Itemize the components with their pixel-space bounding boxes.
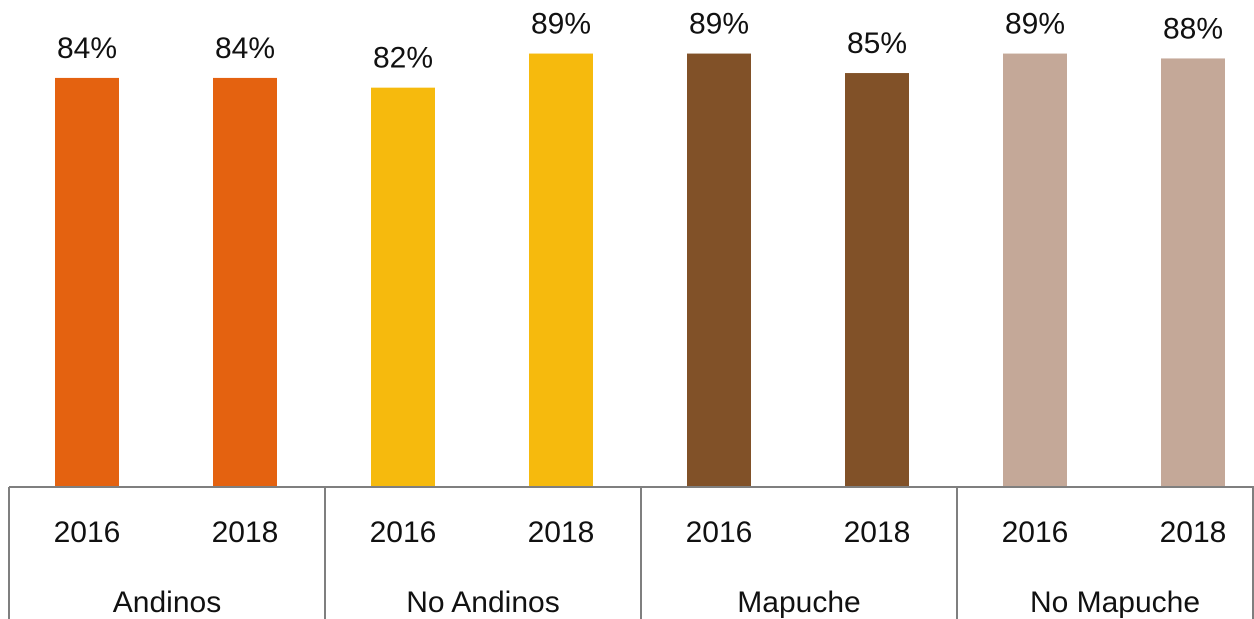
value-label: 89%: [1005, 8, 1065, 41]
group-label: No Andinos: [406, 586, 559, 619]
category-tick-label: 2016: [1002, 516, 1069, 549]
bar-no-mapuche-2016: [1003, 53, 1067, 487]
category-tick-label: 2016: [54, 516, 121, 549]
category-tick-label: 2016: [686, 516, 753, 549]
bar-no-mapuche-2018: [1161, 58, 1225, 487]
category-tick-label: 2016: [370, 516, 437, 549]
value-label: 88%: [1163, 12, 1223, 45]
category-tick-label: 2018: [212, 516, 279, 549]
category-tick-label: 2018: [1160, 516, 1227, 549]
bars-layer: [55, 53, 1225, 488]
group-label: Andinos: [113, 586, 221, 619]
bar-mapuche-2018: [845, 73, 909, 488]
category-tick-label: 2018: [844, 516, 911, 549]
value-label: 89%: [531, 8, 591, 41]
bar-mapuche-2016: [687, 53, 751, 487]
bar-andinos-2016: [55, 77, 119, 488]
bar-andinos-2018: [213, 77, 277, 488]
category-axis: 2016 2018 Andinos 2016 2018 No Andinos 2016 201…: [8, 486, 1254, 619]
bar-no-andinos-2016: [371, 87, 435, 487]
value-label: 82%: [373, 42, 433, 75]
category-tick-label: 2018: [528, 516, 595, 549]
value-label: 85%: [847, 27, 907, 60]
value-labels-layer: 84% 84% 82% 89% 89% 85% 89% 88%: [57, 8, 1223, 75]
bar-no-andinos-2018: [529, 53, 593, 487]
value-label: 84%: [57, 32, 117, 65]
group-label: Mapuche: [737, 586, 860, 619]
value-label: 84%: [215, 32, 275, 65]
value-label: 89%: [689, 8, 749, 41]
group-label: No Mapuche: [1030, 586, 1200, 619]
